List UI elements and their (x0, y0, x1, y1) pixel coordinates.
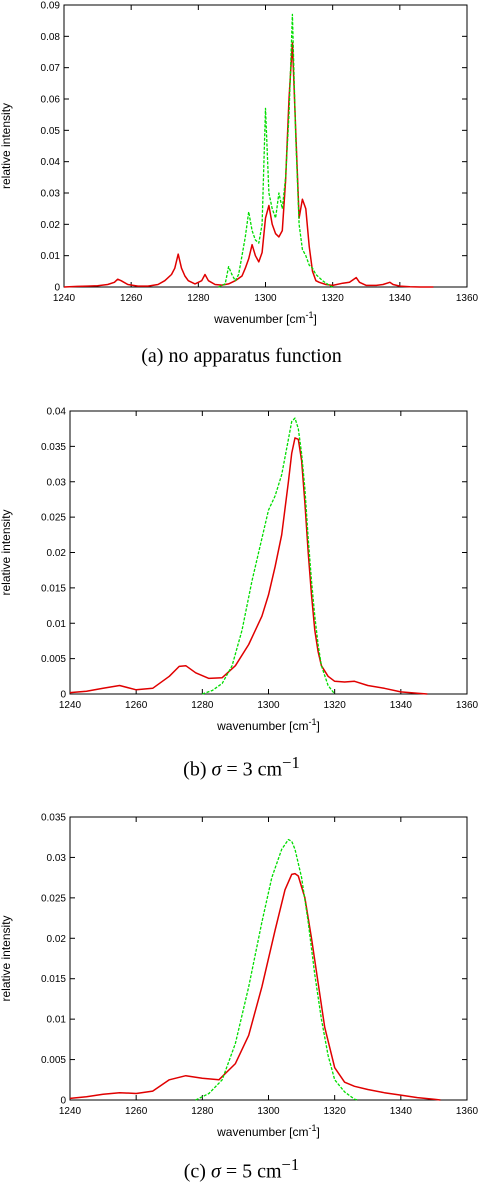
spectrum-chart-c: 1240 1260 1280 1300 1320 1340 1360 0 0.005 0.01 0.… (0, 813, 479, 1140)
x-tick-label: 1340 (389, 293, 412, 304)
plot-frame-b (69, 410, 468, 695)
y-tick-label: 0.08 (41, 32, 61, 43)
y-tick-label: 0.01 (47, 1015, 67, 1026)
x-axis-label-a: wavenumber [cm-1] (213, 310, 317, 326)
y-axis-label-b: relative intensity (0, 509, 13, 595)
y-tick-label: 0.09 (41, 1, 61, 12)
x-tick-label: 1300 (257, 700, 280, 711)
y-tick-label: 0.02 (41, 220, 61, 231)
x-tick-label: 1360 (456, 293, 479, 304)
caption-c-prefix: (c) (183, 1160, 206, 1183)
caption-c-exponent: −1 (281, 1155, 300, 1174)
caption-a-prefix: (a) (141, 345, 164, 367)
x-tick-label: 1280 (187, 293, 210, 304)
y-tick-label: 0.01 (41, 251, 61, 262)
y-tick-label: 0 (60, 1096, 66, 1107)
y-axis-label-c: relative intensity (0, 915, 13, 1001)
y-tick-label: 0 (60, 690, 66, 701)
caption-c: (c) σ = 5 cm−1 (0, 1155, 483, 1184)
caption-b-symbol: σ (211, 758, 222, 781)
y-tick-label: 0.03 (47, 477, 67, 488)
x-tick-label: 1300 (257, 1106, 280, 1117)
y-tick-label: 0.005 (41, 1055, 66, 1066)
y-tick-label: 0.06 (41, 95, 61, 106)
caption-b-exponent: −1 (282, 753, 300, 772)
plot-frame-a (63, 4, 468, 288)
y-tick-label: 0.025 (41, 893, 66, 904)
x-tick-label: 1260 (120, 293, 143, 304)
x-tick-label: 1320 (324, 1106, 347, 1117)
y-tick-label: 0.025 (41, 513, 66, 524)
x-tick-label: 1340 (390, 1106, 413, 1117)
x-tick-label: 1340 (390, 700, 413, 711)
series-red-line-b (69, 437, 428, 695)
y-tick-label: 0 (54, 283, 60, 294)
caption-c-text: = 5 cm (220, 1160, 282, 1183)
y-tick-label: 0.04 (41, 157, 61, 168)
x-tick-label: 1240 (59, 700, 82, 711)
x-tick-label: 1360 (456, 700, 479, 711)
caption-a-text: no apparatus function (168, 345, 342, 367)
y-tick-label: 0.05 (41, 126, 61, 137)
caption-b-prefix: (b) (183, 758, 207, 781)
x-tick-label: 1320 (324, 700, 347, 711)
x-tick-label: 1280 (191, 700, 214, 711)
x-tick-label: 1320 (322, 293, 345, 304)
series-green-line-c (195, 838, 358, 1101)
x-tick-label: 1360 (456, 1106, 479, 1117)
y-tick-label: 0.035 (41, 813, 66, 824)
caption-b-text: = 3 cm (221, 758, 283, 781)
series-green-line-b (202, 417, 336, 695)
y-tick-label: 0.005 (41, 654, 66, 665)
x-tick-label: 1240 (59, 1106, 82, 1117)
y-tick-label: 0.07 (41, 63, 61, 74)
y-axis-label-a: relative intensity (0, 103, 13, 189)
y-tick-label: 0.015 (41, 974, 66, 985)
y-tick-label: 0.035 (41, 442, 66, 453)
x-tick-label: 1280 (191, 1106, 214, 1117)
x-axis-label-c: wavenumber [cm-1] (216, 1123, 320, 1139)
spectrum-chart-a: 1240 1260 1280 1300 1320 1340 1360 0 0.01 0.02 0.0… (0, 1, 479, 327)
x-tick-label: 1260 (125, 1106, 148, 1117)
caption-a: (a) no apparatus function (0, 345, 483, 368)
x-tick-label: 1260 (125, 700, 148, 711)
caption-b: (b) σ = 3 cm−1 (0, 753, 483, 782)
y-tick-label: 0.02 (47, 934, 67, 945)
caption-c-symbol: σ (210, 1160, 221, 1183)
y-tick-label: 0.015 (41, 583, 66, 594)
y-tick-label: 0.03 (41, 189, 61, 200)
y-tick-label: 0.01 (47, 619, 67, 630)
spectrum-chart-b: 1240 1260 1280 1300 1320 1340 1360 0 0.005 0.01 0.… (0, 407, 479, 734)
y-tick-label: 0.02 (47, 548, 67, 559)
y-tick-label: 0.04 (47, 407, 67, 418)
x-tick-label: 1240 (53, 293, 76, 304)
y-tick-label: 0.03 (47, 853, 67, 864)
series-red-line-c (69, 872, 441, 1101)
series-red-line-a (63, 41, 434, 288)
x-axis-label-b: wavenumber [cm-1] (216, 717, 320, 733)
series-green-line-a (218, 13, 333, 288)
x-tick-label: 1300 (254, 293, 277, 304)
